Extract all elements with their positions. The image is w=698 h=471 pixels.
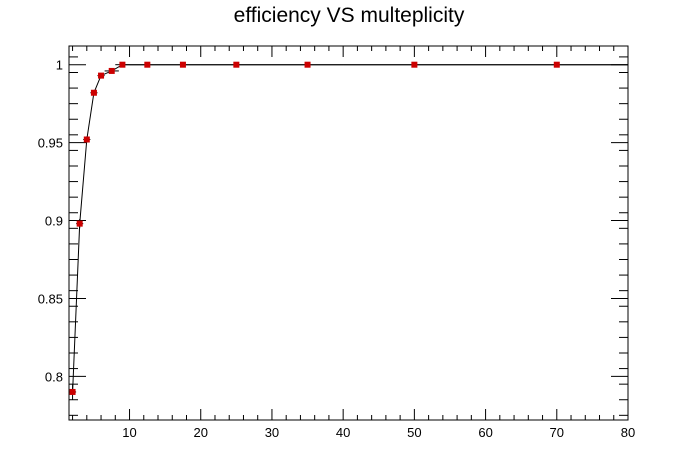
data-point: [98, 72, 105, 79]
data-point: [83, 136, 90, 143]
x-tick-labels: 10 20 30 40 50 60 70 80: [122, 425, 635, 440]
y-tick-label: 0.95: [38, 136, 63, 151]
data-point: [411, 61, 418, 68]
data-point: [76, 220, 83, 227]
data-point: [304, 61, 311, 68]
axis-ticks: [69, 46, 629, 420]
y-tick-label: 0.9: [45, 214, 63, 229]
y-tick-label: 0.8: [45, 369, 63, 384]
y-tick-label: 1: [56, 58, 63, 73]
x-tick-label: 50: [407, 425, 421, 440]
error-bars-layer: [69, 63, 628, 400]
fit-curve-layer: [72, 64, 628, 392]
data-point: [119, 61, 126, 68]
data-points-layer: [69, 61, 560, 395]
x-tick-label: 20: [194, 425, 208, 440]
data-point: [179, 61, 186, 68]
x-tick-label: 80: [621, 425, 635, 440]
x-tick-label: 40: [336, 425, 350, 440]
x-tick-label: 30: [265, 425, 279, 440]
y-tick-label: 0.85: [38, 291, 63, 306]
plot-frame: [68, 45, 629, 421]
x-tick-label: 60: [478, 425, 492, 440]
data-point: [69, 388, 76, 395]
efficiency-curve: [72, 64, 628, 392]
chart-title: efficiency VS multeplicity: [233, 4, 465, 27]
data-point: [233, 61, 240, 68]
y-tick-labels: 0.8 0.85 0.9 0.95 1: [38, 58, 63, 385]
x-tick-label: 10: [122, 425, 136, 440]
data-point: [90, 89, 97, 96]
x-tick-label: 70: [550, 425, 564, 440]
data-point: [553, 61, 560, 68]
data-point: [108, 67, 115, 74]
data-point: [144, 61, 151, 68]
